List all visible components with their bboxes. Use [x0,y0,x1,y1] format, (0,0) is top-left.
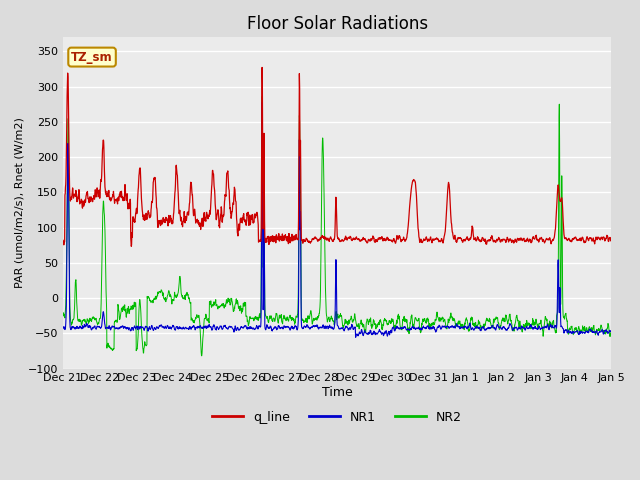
NR1 [352,335,360,340]
Line: NR2: NR2 [63,96,611,356]
q_line [592,235,600,241]
NR2 [258,94,266,99]
q_line [591,238,599,243]
NR2 [591,332,599,338]
NR2 [198,353,205,359]
NR1 [312,323,319,329]
q_line [127,243,135,249]
q_line [312,234,319,240]
NR2 [607,329,615,335]
NR1 [607,329,615,335]
NR2 [312,315,319,321]
Y-axis label: PAR (umol/m2/s), Rnet (W/m2): PAR (umol/m2/s), Rnet (W/m2) [15,118,25,288]
q_line [326,236,334,241]
q_line [258,64,266,70]
Line: q_line: q_line [63,67,611,246]
q_line [87,194,95,200]
NR1 [492,326,499,332]
Line: NR1: NR1 [63,102,611,337]
NR1 [592,330,600,336]
q_line [607,237,615,243]
Legend: q_line, NR1, NR2: q_line, NR1, NR2 [207,406,467,429]
NR1 [59,325,67,331]
NR2 [87,316,95,322]
q_line [492,239,499,244]
X-axis label: Time: Time [322,386,353,399]
q_line [59,238,67,243]
NR1 [326,323,333,329]
NR2 [592,329,600,335]
NR1 [258,99,266,105]
NR1 [87,326,95,332]
NR1 [591,330,599,336]
NR2 [59,313,67,319]
NR2 [326,318,334,324]
NR2 [492,316,499,322]
Title: Floor Solar Radiations: Floor Solar Radiations [246,15,428,33]
Text: TZ_sm: TZ_sm [71,50,113,63]
